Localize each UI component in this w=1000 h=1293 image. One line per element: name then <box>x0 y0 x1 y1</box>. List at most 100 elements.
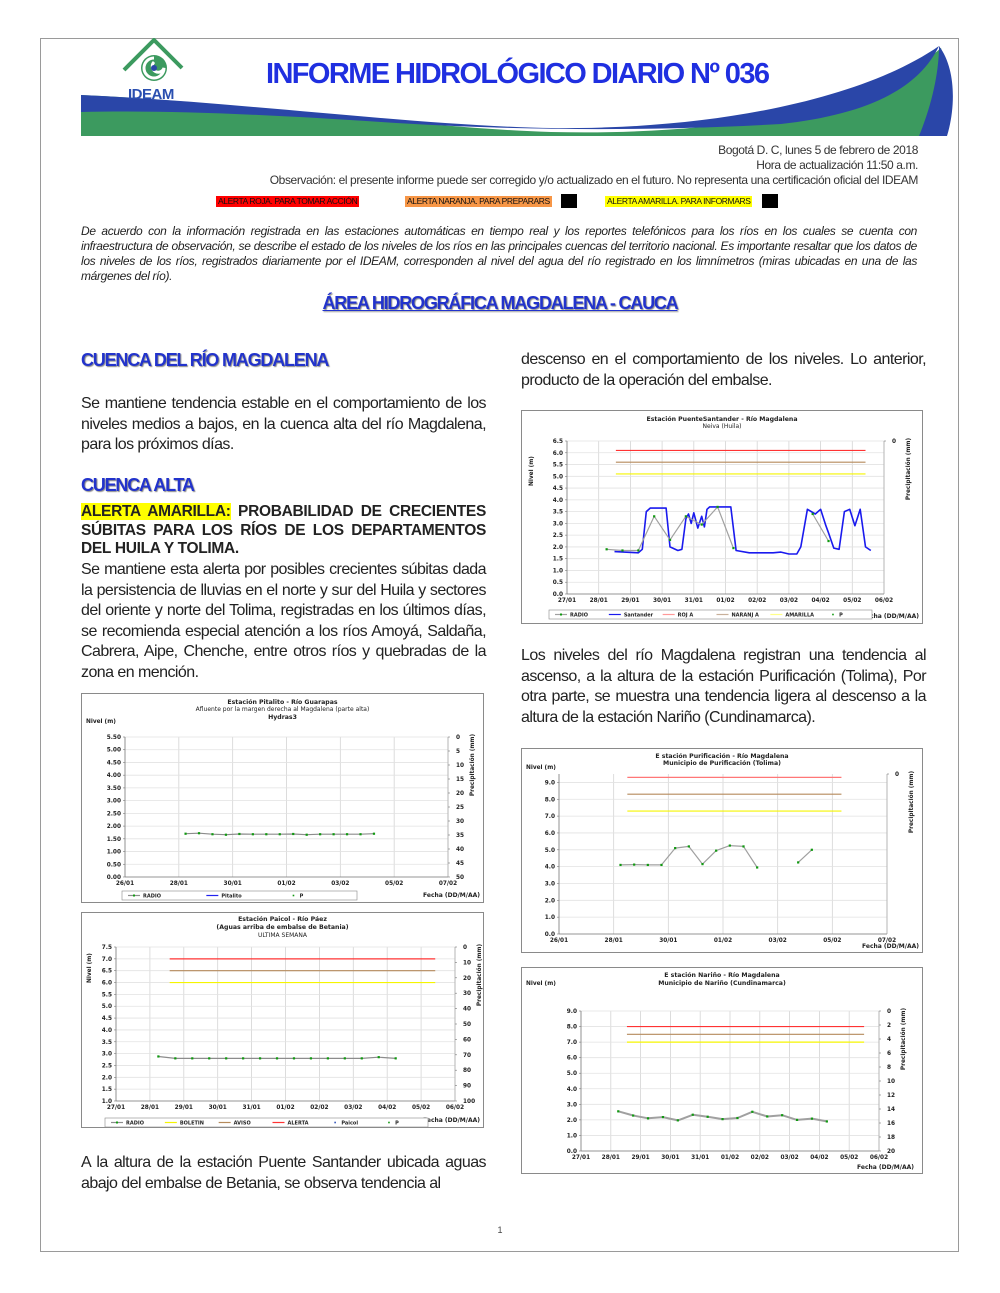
y-tick-label: 6.0 <box>567 1056 577 1062</box>
x-axis-label: Fecha (DD/M/AA) <box>862 943 919 950</box>
y-tick-label: 0.0 <box>553 592 563 598</box>
y-tick-label: 2.00 <box>107 824 121 830</box>
y-tick-label: 9.0 <box>545 780 555 786</box>
y-tick-label: 4.5 <box>102 1016 112 1022</box>
chart-paicol: Estación Paicol - Río Páez (Aguas arriba … <box>81 912 484 1128</box>
y-tick-label: 5.5 <box>553 463 563 469</box>
series-line-radio <box>606 506 830 552</box>
y-tick-label: 1.5 <box>102 1087 112 1093</box>
legend-label: RADIO <box>126 1121 144 1127</box>
data-point <box>684 515 687 518</box>
x-tick-label: 05/02 <box>412 1105 430 1111</box>
chart-title: Estación Pitalito - Río Guarapas <box>227 698 338 706</box>
x-axis-label: Fecha (DD/M/AA) <box>862 613 919 620</box>
x-tick-label: 28/01 <box>141 1105 159 1111</box>
data-point <box>174 1057 177 1060</box>
x-tick-label: 26/01 <box>116 881 134 887</box>
y-tick-label: 5.5 <box>102 992 112 998</box>
y-tick-label: 5.0 <box>545 848 555 854</box>
y-tick-label: 5.00 <box>107 748 121 754</box>
legend-marker <box>334 1121 336 1124</box>
y-tick-label: 0.0 <box>567 1149 577 1155</box>
y2-tick-label: 50 <box>456 875 464 881</box>
y-tick-label: 4.5 <box>553 486 563 492</box>
data-point <box>637 549 640 552</box>
y2-tick-label: 0 <box>895 772 899 778</box>
alert-yellow-label: ALERTA AMARILLA. PARA INFORMARS <box>605 196 753 207</box>
x-tick-label: 31/01 <box>685 598 703 604</box>
y-tick-label: 8.0 <box>545 797 555 803</box>
data-point <box>811 512 814 516</box>
y-tick-label: 0.00 <box>107 875 121 881</box>
x-tick-label: 01/02 <box>714 938 732 944</box>
x-tick-label: 04/02 <box>810 1155 828 1161</box>
alert-statement: ALERTA AMARILLA: PROBABILIDAD DE CRECIEN… <box>81 503 486 559</box>
data-point <box>825 1120 828 1123</box>
y2-axis-label: Precipitación (mm) <box>469 734 476 797</box>
alert-red-label: ALERTA ROJA. PARA TOMAR ACCIÓN <box>216 196 360 207</box>
data-point <box>225 1057 228 1060</box>
y2-tick-label: 30 <box>456 819 464 825</box>
y2-tick-label: 14 <box>887 1107 895 1113</box>
legend-label: AVISO <box>234 1121 251 1127</box>
legend-label: Santander <box>624 613 654 619</box>
data-point <box>633 863 636 866</box>
y2-tick-label: 25 <box>456 805 464 811</box>
chart-title: Neiva (Huila) <box>703 423 742 430</box>
chart-narino: E stación Nariño - Río Magdalena Municipi… <box>521 967 923 1174</box>
chart-title: E stación Nariño - Río Magdalena <box>664 971 779 979</box>
data-point <box>632 1114 635 1117</box>
legend-marker <box>133 894 135 897</box>
x-tick-label: 07/02 <box>878 938 896 944</box>
legend-label: AMARILLA <box>785 613 814 619</box>
y-tick-label: 7.0 <box>545 814 555 820</box>
y2-axis-label: Precipitación (mm) <box>908 771 915 834</box>
y-tick-label: 1.50 <box>107 837 121 843</box>
y-tick-label: 0.50 <box>107 862 121 868</box>
y2-tick-label: 16 <box>887 1121 895 1127</box>
y-tick-label: 1.00 <box>107 850 121 856</box>
legend-marker <box>560 613 562 616</box>
legend-label: BOLETIN <box>180 1121 204 1127</box>
y-tick-label: 2.5 <box>102 1063 112 1069</box>
y2-axis-label: Precipitación (mm) <box>905 438 912 501</box>
data-point <box>732 547 735 550</box>
data-point <box>700 523 703 526</box>
chart-title: Estación PuenteSantander - Río Magdalena <box>646 415 797 423</box>
data-point <box>766 1115 769 1118</box>
y2-tick-label: 18 <box>887 1135 895 1141</box>
chart-title: ULTIMA SEMANA <box>258 932 308 939</box>
y-tick-label: 9.0 <box>567 1009 577 1015</box>
black-box <box>561 194 577 208</box>
chart-title: Hydras3 <box>268 714 297 721</box>
area-title: ÁREA HIDROGRÁFICA MAGDALENA - CAUCA <box>322 293 679 313</box>
y-tick-label: 7.0 <box>567 1040 577 1046</box>
data-point <box>305 833 308 836</box>
y2-tick-label: 35 <box>456 833 464 839</box>
data-point <box>211 833 214 836</box>
y-tick-label: 1.0 <box>545 915 555 921</box>
paragraph: Se mantiene esta alerta por posibles cre… <box>81 561 487 681</box>
x-tick-label: 31/01 <box>691 1155 709 1161</box>
y2-tick-label: 10 <box>463 960 471 966</box>
x-tick-label: 02/02 <box>310 1105 328 1111</box>
data-point <box>332 833 335 836</box>
x-tick-label: 30/01 <box>659 938 677 944</box>
x-tick-label: 30/01 <box>653 598 671 604</box>
y-tick-label: 6.0 <box>553 451 563 457</box>
y-tick-label: 3.0 <box>545 881 555 887</box>
x-tick-label: 30/01 <box>209 1105 227 1111</box>
y-tick-label: 0.5 <box>553 580 563 586</box>
data-point <box>795 1118 799 1121</box>
y2-tick-label: 100 <box>463 1099 475 1105</box>
y-tick-label: 6.5 <box>553 439 563 445</box>
y2-axis-label: Precipitación (mm) <box>900 1008 907 1071</box>
x-tick-label: 01/02 <box>716 598 734 604</box>
x-tick-label: 04/02 <box>378 1105 396 1111</box>
data-point <box>781 1114 784 1117</box>
y2-tick-label: 8 <box>887 1065 891 1071</box>
legend-label: P <box>839 613 843 619</box>
data-point <box>345 833 349 836</box>
y-tick-label: 6.0 <box>545 831 555 837</box>
data-point <box>660 863 663 867</box>
